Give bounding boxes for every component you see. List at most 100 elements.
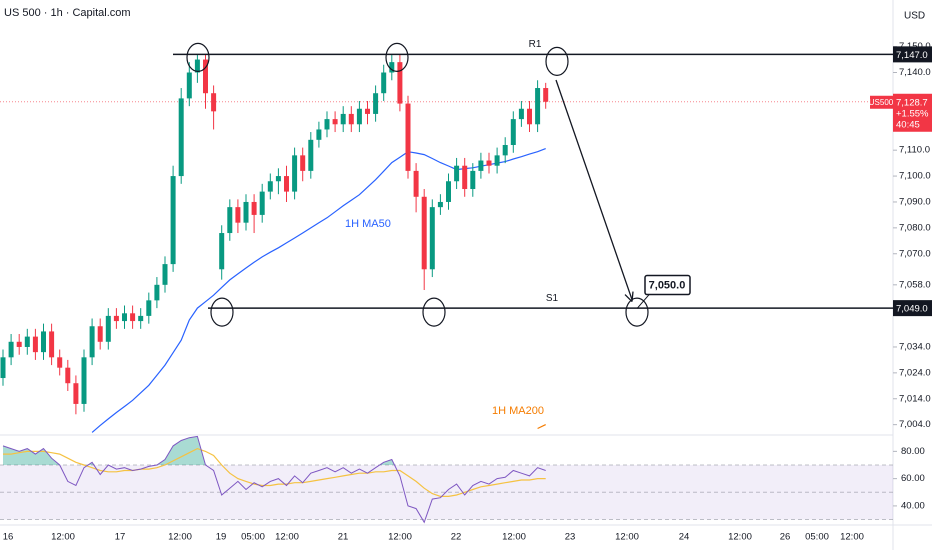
rsi-ma [3, 447, 546, 497]
candle-body [275, 176, 281, 182]
candle-body [356, 108, 362, 125]
rsi-tick-label: 40.00 [901, 500, 925, 511]
candle-body [300, 155, 306, 171]
price-change: +1.55% [896, 108, 929, 119]
candle-body [316, 129, 322, 140]
candle-body [89, 326, 95, 358]
candle-body [235, 207, 241, 223]
candle-body [259, 191, 265, 215]
candle-body [267, 181, 273, 192]
candle-body [284, 176, 289, 192]
candle-body [227, 207, 233, 234]
candle-body [49, 331, 55, 358]
y-tick-label: 7,110.0 [899, 145, 930, 156]
candle-body [478, 160, 484, 171]
y-tick-label: 7,090.0 [899, 196, 931, 207]
level-name: S1 [546, 293, 559, 304]
candle-body [543, 88, 549, 102]
candle-body [381, 72, 387, 94]
candle-body [332, 119, 338, 125]
candle-body [186, 72, 192, 99]
target-box [644, 274, 691, 296]
candle-body [365, 108, 370, 114]
candle-body [340, 113, 346, 125]
candle-body [348, 113, 354, 125]
candle-body [113, 315, 119, 322]
candle-body [211, 93, 217, 112]
candle-body [429, 207, 435, 270]
candle-body [397, 62, 403, 104]
x-tick-label: 22 [451, 532, 462, 543]
annotation-circle [186, 42, 210, 72]
candle-body [97, 326, 103, 342]
x-tick-label: 05:00 [241, 532, 265, 543]
rsi-tick-label: 60.00 [901, 473, 925, 484]
annotation-circle [210, 297, 234, 327]
price-tag-label: 7,128.7 [896, 97, 928, 108]
x-tick-label: 12:00 [615, 532, 639, 543]
candle-body [73, 383, 79, 404]
level-tag-label: 7,147.0 [896, 50, 928, 61]
candle-body [389, 62, 395, 73]
candle-body [437, 201, 443, 208]
candle-body [470, 170, 476, 190]
candle-body [194, 59, 200, 73]
candle-body [32, 336, 38, 353]
candle-body [219, 233, 225, 270]
arrow-head [624, 291, 634, 302]
price-tag [893, 93, 932, 132]
candle-body [243, 201, 249, 223]
candle-body [105, 315, 111, 342]
annotation-circle [545, 46, 569, 76]
ma-label: 1H MA50 [345, 218, 391, 230]
y-tick-label: 7,024.0 [899, 367, 931, 378]
candle-body [8, 341, 14, 358]
candle-body [81, 357, 87, 404]
candle-body [535, 88, 541, 125]
x-tick-label: 12:00 [840, 532, 864, 543]
currency: USD [904, 11, 925, 22]
candle-body [292, 155, 298, 192]
candle-body [16, 341, 22, 347]
candle-body [510, 119, 516, 145]
candle-body [146, 300, 152, 316]
x-tick-label: 26 [780, 532, 791, 543]
candle-body [308, 139, 314, 171]
candle-body [162, 264, 168, 285]
rsi-line [2, 435, 546, 524]
level-tag [893, 300, 932, 317]
candle-body [178, 98, 184, 177]
x-tick-label: 05:00 [805, 532, 829, 543]
candle-body [57, 357, 63, 368]
x-tick-label: 12:00 [502, 532, 526, 543]
x-tick-label: 16 [3, 532, 14, 543]
x-tick-label: 12:00 [728, 532, 752, 543]
y-tick-label: 7,140.0 [899, 67, 931, 78]
target-pointer [636, 293, 651, 309]
candle-body [170, 176, 176, 265]
y-tick-label: 7,034.0 [899, 341, 931, 352]
candle-body [527, 108, 532, 125]
candle-body [41, 331, 46, 353]
candle-body [154, 284, 160, 301]
target-label: 7,050.0 [649, 279, 686, 291]
candle-body [203, 59, 208, 94]
candle-body [24, 336, 30, 347]
candle-body [462, 165, 468, 190]
x-tick-label: 19 [216, 532, 227, 543]
y-tick-label: 7,014.0 [899, 393, 931, 404]
countdown: 40:45 [896, 119, 920, 130]
candle-body [454, 165, 460, 182]
x-tick-label: 12:00 [51, 532, 75, 543]
moving-average [91, 148, 546, 433]
x-tick-label: 12:00 [388, 532, 412, 543]
annotation-circle [422, 297, 446, 327]
candle-body [486, 160, 492, 166]
candle-body [122, 313, 127, 322]
symbol-tag-label: US500 [869, 98, 894, 107]
candle-body [251, 201, 257, 215]
annotation-circle [385, 42, 409, 72]
x-tick-label: 17 [115, 532, 126, 543]
annotation-circle [625, 297, 649, 327]
